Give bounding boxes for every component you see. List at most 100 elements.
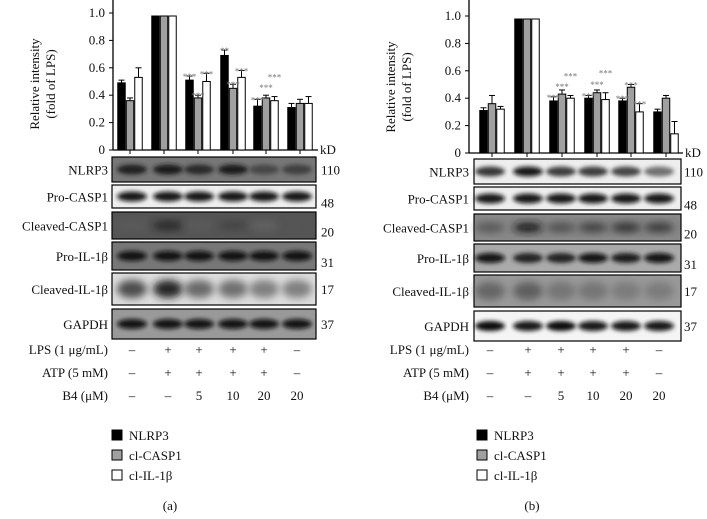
legend-swatch [476, 429, 488, 441]
blot-band [184, 220, 214, 231]
blot-band [117, 319, 147, 329]
blot-band [578, 253, 608, 263]
blot-band [153, 251, 183, 261]
y-tick-label: 0 [99, 142, 106, 157]
legend-label: cl-CASP1 [494, 448, 547, 463]
condition-value: 5 [558, 388, 565, 403]
bar [635, 111, 644, 154]
significance-label: *** [590, 80, 604, 90]
condition-value: 10 [227, 388, 240, 403]
condition-value: 5 [196, 388, 203, 403]
significance-label: *** [616, 94, 630, 104]
blot-band [184, 280, 214, 298]
bar [487, 103, 497, 154]
condition-label: ATP (5 mM) [403, 365, 469, 380]
condition-value: + [195, 365, 202, 380]
blot-band [644, 193, 674, 204]
blot-band [513, 166, 543, 177]
bar [653, 111, 662, 154]
legend-label: NLRP3 [129, 428, 169, 443]
condition-value: – [128, 388, 136, 403]
blot-band [153, 280, 183, 298]
blot-band [153, 191, 183, 202]
blot-band [513, 193, 543, 204]
blot-strip [473, 186, 682, 211]
bar [601, 99, 610, 154]
blot-band [218, 164, 248, 175]
blot-band [578, 193, 608, 204]
bar [168, 15, 177, 151]
kd-value: 17 [321, 282, 335, 297]
bar [220, 54, 229, 151]
blot-band [611, 282, 641, 300]
blot-label: Pro-IL-1β [56, 249, 108, 264]
blot-band [475, 321, 505, 331]
blot-band [644, 166, 674, 177]
significance-label: *** [251, 95, 265, 105]
significance-label: *** [200, 69, 214, 79]
blot-band [546, 193, 576, 204]
condition-value: 20 [620, 388, 633, 403]
blot-band [117, 220, 147, 231]
legend-swatch [111, 449, 123, 461]
blot-band [513, 321, 543, 331]
bar [549, 100, 558, 154]
kd-value: 48 [684, 198, 697, 213]
condition-value: – [655, 365, 663, 380]
bar [566, 97, 575, 154]
condition-value: + [622, 342, 629, 357]
blot-band [249, 164, 279, 175]
blot-band [578, 166, 608, 177]
condition-label: ATP (5 mM) [42, 365, 108, 380]
significance-label: *** [268, 73, 282, 83]
blot-band [249, 280, 279, 298]
y-axis-label: Relative intensity [383, 41, 398, 133]
blot-band [282, 280, 312, 298]
condition-value: 20 [291, 388, 304, 403]
significance-label: *** [582, 91, 596, 101]
blot-band [546, 222, 576, 233]
condition-label: LPS (1 μg/mL) [29, 342, 108, 357]
chart-panel-b: 0 0.2 0.4 0.6 0.8 1.0 Relative intensity (fold … [383, 0, 703, 513]
blot-label: Pro-CASP1 [47, 190, 108, 205]
condition-value: – [164, 388, 172, 403]
y-axis-label: (fold of LPS) [399, 52, 414, 121]
bar [287, 107, 296, 151]
blot-band [644, 253, 674, 263]
condition-value: 10 [587, 388, 600, 403]
blot-strip [473, 243, 682, 273]
significance-label: *** [633, 100, 647, 110]
blot-band [282, 191, 312, 202]
condition-value: – [293, 342, 301, 357]
blot-band [513, 282, 543, 300]
condition-value: – [293, 365, 301, 380]
bar [592, 92, 602, 154]
blot-band [218, 280, 248, 298]
kd-value: 20 [684, 227, 697, 242]
blot-band [475, 193, 505, 204]
blot-band [153, 220, 183, 231]
significance-label: *** [226, 80, 240, 90]
condition-value: + [164, 365, 171, 380]
blot-band [249, 319, 279, 329]
blot-band [117, 191, 147, 202]
legend-label: cl-IL-1β [494, 468, 538, 483]
blot-band [513, 222, 543, 233]
blot-band [153, 164, 183, 175]
significance-label: *** [235, 67, 249, 77]
blot-band [611, 321, 641, 331]
bar [228, 87, 238, 151]
blot-label: NLRP3 [68, 163, 108, 178]
kd-value: 110 [321, 163, 340, 178]
kd-value: 110 [684, 165, 703, 180]
blot-band [475, 282, 505, 300]
blot-band [644, 222, 674, 233]
condition-value: 20 [258, 388, 271, 403]
condition-label: LPS (1 μg/mL) [390, 342, 469, 357]
legend-label: cl-CASP1 [129, 448, 182, 463]
significance-label: *** [183, 72, 197, 82]
kd-label: kD [685, 145, 701, 160]
blot-band [184, 164, 214, 175]
blot-band [282, 251, 312, 261]
